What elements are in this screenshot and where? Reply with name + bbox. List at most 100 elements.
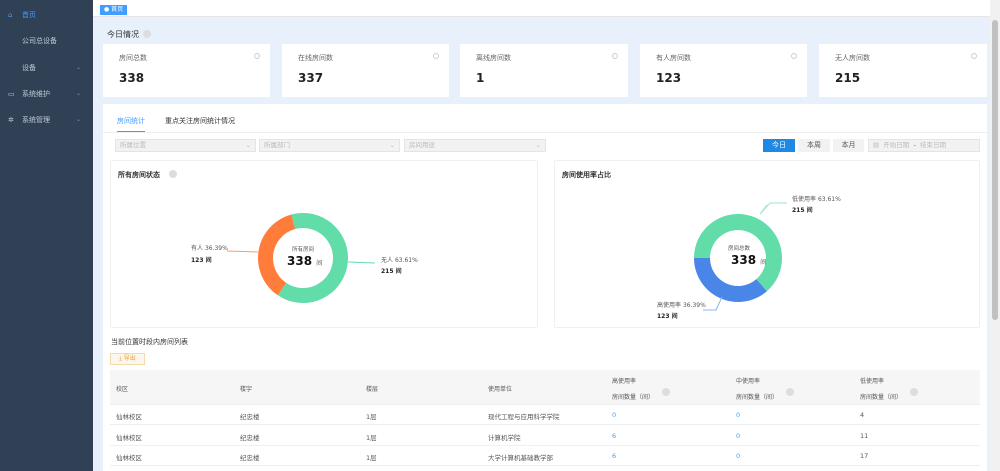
usage-select[interactable]: 房间用途 ⌄ xyxy=(404,139,546,152)
table-cell: 0 xyxy=(736,431,741,440)
table-title: 当前位置时段内房间列表 xyxy=(111,338,188,346)
table-cell: 大学计算机基础教学部 xyxy=(488,454,553,462)
card-offline-rooms: 离线房间数 1 xyxy=(460,44,628,97)
chart-room-status xyxy=(110,160,538,328)
count-empty: 215 间 xyxy=(381,268,402,275)
chevron-down-icon: ⌄ xyxy=(535,141,541,149)
chart1-title: 所有房间状态 xyxy=(118,171,160,179)
export-button[interactable]: ⤓ 导出 xyxy=(110,353,145,365)
info-icon xyxy=(433,53,439,59)
table-cell: 1层 xyxy=(366,454,377,462)
tab-key-rooms[interactable]: 重点关注房间统计情况 xyxy=(165,117,235,125)
table-cell: 纪忠楼 xyxy=(240,433,260,442)
card-online-rooms: 在线房间数 337 xyxy=(282,44,449,97)
month-button[interactable]: 本月 xyxy=(833,139,864,152)
leader-line-occupied xyxy=(226,250,259,253)
chart1-center-value: 338 间 xyxy=(287,254,323,268)
leader-line-low xyxy=(759,202,787,215)
table-cell: 纪忠楼 xyxy=(240,413,260,421)
sidebar-item-maintenance[interactable]: ▭ 系统维护 ⌄ xyxy=(0,81,93,107)
count-low-usage: 215 间 xyxy=(792,207,813,214)
chart2-title: 房间使用率占比 xyxy=(562,171,611,179)
scrollbar[interactable] xyxy=(990,0,1000,471)
tab-room-stats[interactable]: 房间统计 xyxy=(117,116,145,132)
week-button[interactable]: 本周 xyxy=(798,139,830,152)
info-icon xyxy=(254,53,260,59)
donut-slice-有人[interactable] xyxy=(258,214,296,296)
location-select[interactable]: 所属位置 ⌄ xyxy=(115,139,256,152)
leader-line-high xyxy=(703,296,723,311)
label-low-usage: 低使用率 63.61% xyxy=(792,196,841,203)
calendar-icon: ▤ xyxy=(873,141,880,149)
today-title: 今日情况 xyxy=(107,30,139,39)
card-occupied-rooms: 有人房间数 123 xyxy=(640,44,807,97)
column-header: 低使用率 xyxy=(860,378,885,385)
table-cell: 1层 xyxy=(366,433,377,442)
monitor-icon: ▭ xyxy=(8,90,15,98)
help-icon xyxy=(169,170,177,178)
column-header: 高使用率 xyxy=(612,378,637,385)
table-cell: 现代工程与应用科学学院 xyxy=(488,413,560,421)
table-cell: 17 xyxy=(860,452,869,460)
chevron-down-icon: ⌄ xyxy=(75,116,81,123)
table-row[interactable] xyxy=(110,426,980,446)
gear-icon: ✲ xyxy=(8,116,14,124)
table-cell: 6 xyxy=(612,431,617,440)
column-header: 使用单位 xyxy=(488,386,513,393)
table-row[interactable] xyxy=(110,446,980,466)
column-header: 校区 xyxy=(116,386,129,393)
table-cell: 仙林校区 xyxy=(116,413,142,421)
column-subheader: 房间数量（间） xyxy=(860,394,903,401)
table-cell: 仙林校区 xyxy=(116,454,142,462)
chart2-center-label: 房间总数 xyxy=(727,246,750,252)
sidebar-item-home[interactable]: ⌂ 首页 xyxy=(0,2,93,28)
donut-slice-低使用率[interactable] xyxy=(694,214,782,292)
column-header: 楼宇 xyxy=(240,386,253,393)
table-cell: 0 xyxy=(612,411,617,419)
tag-home[interactable]: ● 首页 xyxy=(100,5,128,15)
column-subheader: 房间数量（间） xyxy=(612,394,655,401)
table-row[interactable] xyxy=(110,405,980,425)
donut-slice-无人[interactable] xyxy=(277,213,349,304)
home-icon: ⌂ xyxy=(8,11,13,19)
card-total-rooms: 房间总数 338 xyxy=(103,44,270,97)
department-select[interactable]: 所属部门 ⌄ xyxy=(259,139,400,152)
column-header: 楼层 xyxy=(366,386,379,393)
chevron-down-icon: ⌄ xyxy=(389,141,395,149)
tag-label: 首页 xyxy=(111,6,124,13)
today-button[interactable]: 今日 xyxy=(763,139,795,152)
count-high-usage: 123 间 xyxy=(657,313,678,320)
count-occupied: 123 间 xyxy=(191,257,212,264)
table-cell: 6 xyxy=(612,452,617,460)
table-cell: 0 xyxy=(736,411,741,419)
help-icon xyxy=(662,388,670,396)
sidebar-item-system[interactable]: ✲ 系统管理 ⌄ xyxy=(0,107,93,133)
help-icon xyxy=(786,388,794,396)
leader-line-empty xyxy=(347,261,376,264)
sidebar-item-company-devices[interactable]: 公司总设备 xyxy=(22,37,57,45)
label-empty: 无人 63.61% xyxy=(381,257,418,264)
table-cell: 纪忠楼 xyxy=(240,454,260,462)
table-cell: 4 xyxy=(860,411,865,419)
chevron-down-icon: ⌄ xyxy=(75,90,81,97)
chart1-center-label: 所有房间 xyxy=(291,247,314,253)
info-icon xyxy=(612,53,618,59)
label-occupied: 有人 36.39% xyxy=(191,245,228,252)
table-cell: 11 xyxy=(860,431,869,440)
column-subheader: 房间数量（间） xyxy=(736,394,779,401)
table-header xyxy=(110,370,980,405)
chevron-down-icon: ⌄ xyxy=(75,64,81,71)
chevron-down-icon: ⌄ xyxy=(245,141,251,149)
table-cell: 0 xyxy=(736,452,741,460)
sidebar-item-devices[interactable]: 设备 ⌄ xyxy=(0,55,93,81)
help-icon xyxy=(143,30,151,38)
table-cell: 1层 xyxy=(366,413,377,421)
table-cell: 计算机学院 xyxy=(488,433,521,442)
donut-slice-高使用率[interactable] xyxy=(694,258,767,302)
date-range-picker[interactable]: ▤ 开始日期 - 结束日期 xyxy=(868,139,980,152)
table-cell: 仙林校区 xyxy=(116,433,142,442)
sidebar: ⌂ 首页 公司总设备 设备 ⌄ ▭ 系统维护 ⌄ ✲ 系统管理 ⌄ xyxy=(0,0,93,471)
info-icon xyxy=(791,53,797,59)
download-icon: ⤓ xyxy=(119,355,122,362)
